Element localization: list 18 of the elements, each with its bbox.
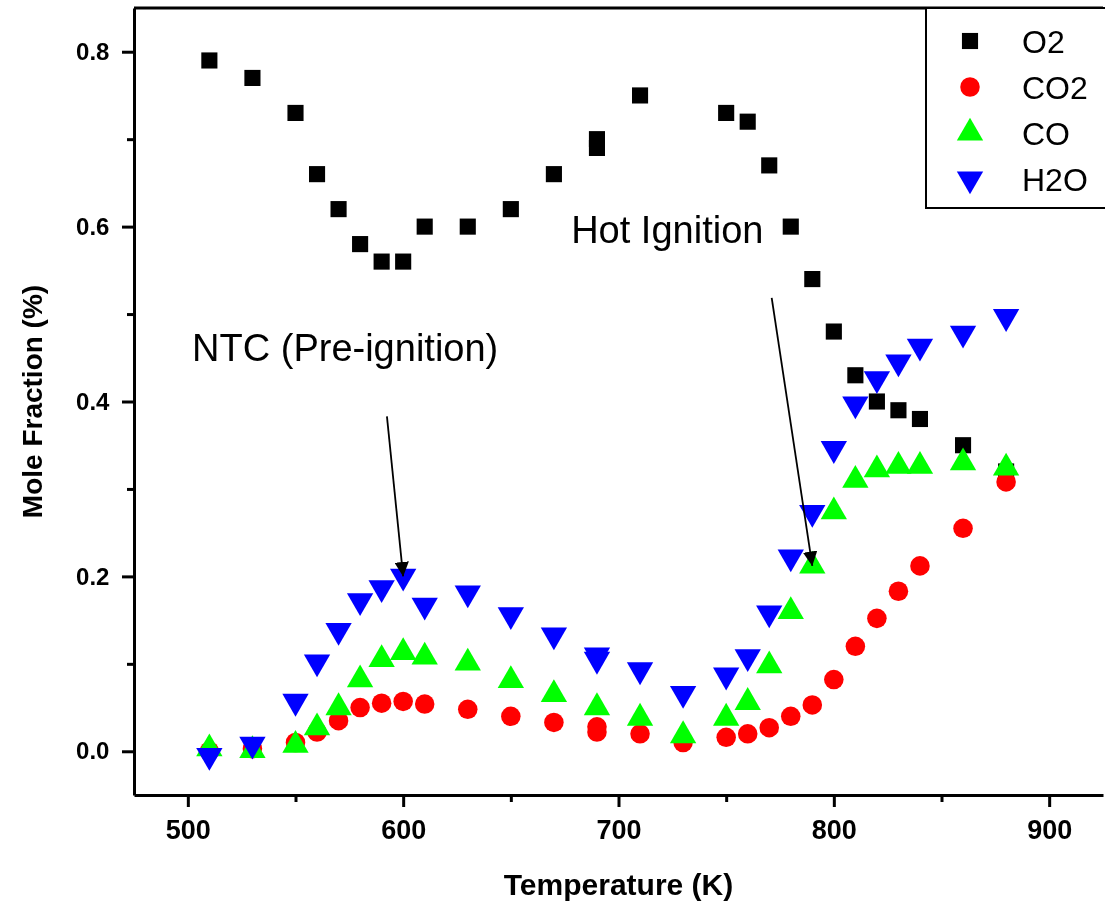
x-tick-label: 800 [811,814,857,845]
y-axis-title: Mole Fraction (%) [17,284,48,519]
legend-label: CO2 [1022,70,1088,106]
x-axis-title: Temperature (K) [503,868,734,901]
x-tick-label: 600 [381,814,427,845]
x-tick-label: 700 [596,814,642,845]
x-tick-label: 500 [165,814,211,845]
y-tick-label: 0.8 [76,37,110,65]
y-tick-label: 0.2 [76,562,110,590]
y-tick-label: 0.4 [76,387,111,415]
x-tick-label: 900 [1027,814,1073,845]
y-tick-label: 0.6 [76,212,110,240]
legend-label: H2O [1022,162,1088,198]
y-tick-label: 0.0 [76,737,110,765]
legend-label: CO [1022,116,1070,152]
annotation: Hot Ignition [571,208,764,251]
legend-label: O2 [1022,24,1065,60]
annotation: NTC (Pre-ignition) [192,327,499,370]
